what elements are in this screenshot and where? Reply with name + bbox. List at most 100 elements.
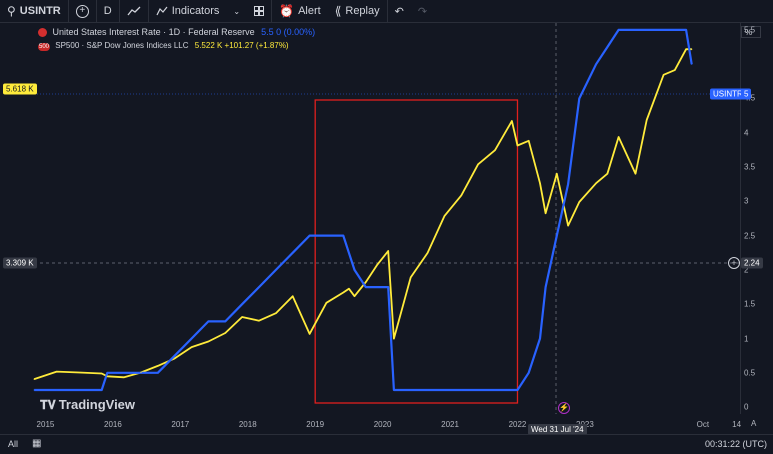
range-all-button[interactable]: All xyxy=(8,439,19,449)
usintr-data-point xyxy=(556,235,558,237)
highlight-rectangle[interactable] xyxy=(314,99,519,404)
tradingview-logo: 𝐓𝐕 TradingView xyxy=(40,397,135,413)
usintr-data-point xyxy=(674,29,676,31)
usintr-data-point xyxy=(56,389,58,391)
usintr-data-point xyxy=(365,286,367,288)
sp500-data-point xyxy=(292,295,294,297)
usintr-value-pill: 5 xyxy=(741,88,752,100)
usintr-data-point xyxy=(106,372,108,374)
sp500-values: 5.522 K +101.27 (+1.87%) xyxy=(194,41,289,50)
chart-type-button[interactable] xyxy=(120,0,149,22)
sp500-data-point xyxy=(516,144,519,147)
right-axis-tick: 3.5 xyxy=(744,162,756,172)
main-series-legend[interactable]: United States Interest Rate · 1D · Feder… xyxy=(38,27,316,38)
sp500-price-pill: 5.618 K xyxy=(3,83,37,95)
usintr-data-point xyxy=(646,29,648,31)
replay-button[interactable]: ⟪ Replay xyxy=(328,0,388,22)
add-alert-icon[interactable]: + xyxy=(728,257,740,269)
usintr-data-point xyxy=(123,372,125,374)
clock-label[interactable]: 00:31:22 (UTC) xyxy=(704,439,767,449)
date-range-icon[interactable]: ▦ xyxy=(32,438,42,449)
sp500-data-point xyxy=(477,163,479,165)
right-axis-tick: 2.5 xyxy=(744,231,756,241)
tv-logo-icon: 𝐓𝐕 xyxy=(40,398,56,412)
symbol-search[interactable]: ⚲ USINTR xyxy=(0,0,69,22)
time-axis-tick: 2020 xyxy=(373,420,392,429)
replay-label: Replay xyxy=(345,5,380,17)
price-chart[interactable] xyxy=(0,23,740,414)
usintr-data-point xyxy=(460,389,462,391)
sp500-data-point xyxy=(528,140,530,142)
usintr-data-point xyxy=(393,389,395,391)
interval-label: D xyxy=(103,5,112,17)
right-axis-tick: 5.5 xyxy=(744,25,756,35)
indicators-button[interactable]: Indicators xyxy=(149,0,227,22)
sp500-data-point xyxy=(56,371,58,373)
main-series-values: 5.5 0 (0.00%) xyxy=(261,27,316,37)
sp500-data-point xyxy=(691,48,693,50)
sp500-data-point xyxy=(387,250,389,252)
right-axis-tick: 2 xyxy=(744,265,749,275)
sp500-data-point xyxy=(578,201,580,203)
sp500-legend[interactable]: 500 SP500 · S&P Dow Jones Indices LLC 5.… xyxy=(38,41,289,51)
lightning-icon[interactable]: ⚡ xyxy=(558,402,570,414)
alarm-clock-icon: ⏰ xyxy=(279,4,295,18)
plus-circle-icon: + xyxy=(75,4,89,18)
sp500-data-point xyxy=(595,182,597,184)
sp500-data-point xyxy=(258,320,260,322)
time-axis-tick: 2017 xyxy=(171,420,190,429)
sp500-data-point xyxy=(325,302,328,304)
sp500-data-point xyxy=(106,375,108,377)
redo-button[interactable]: ↷ xyxy=(411,0,434,22)
usintr-data-point xyxy=(443,389,446,391)
usintr-data-point xyxy=(426,389,429,391)
alert-button[interactable]: ⏰ Alert xyxy=(272,0,328,22)
usintr-data-point xyxy=(78,389,80,391)
sp500-data-point xyxy=(376,264,378,266)
sp500-data-point xyxy=(494,149,496,151)
indicators-dropdown[interactable]: ⌄ xyxy=(226,0,247,22)
usintr-data-point xyxy=(157,372,159,374)
right-axis-tick: 1.5 xyxy=(744,299,756,309)
usintr-data-point xyxy=(606,46,608,48)
alert-label: Alert xyxy=(298,5,321,17)
right-axis-unit-button[interactable]: % xyxy=(741,26,761,38)
right-crosshair-pill: 2.24 xyxy=(741,257,763,269)
templates-button[interactable] xyxy=(247,0,273,22)
interval-button[interactable]: D xyxy=(97,0,120,22)
right-price-axis[interactable] xyxy=(740,23,773,414)
usintr-data-point xyxy=(224,320,226,322)
compare-symbol-button[interactable]: + xyxy=(69,0,97,22)
usintr-data-point xyxy=(634,29,637,31)
time-axis-tick: Oct xyxy=(696,420,710,429)
usintr-data-point xyxy=(477,389,479,391)
usintr-data-point xyxy=(275,269,277,271)
sp500-title: SP500 · S&P Dow Jones Indices LLC xyxy=(55,41,189,50)
sp500-data-point xyxy=(157,365,159,367)
time-axis-tick: 2018 xyxy=(238,420,257,429)
usintr-data-point xyxy=(544,286,547,288)
usintr-data-point xyxy=(101,389,103,391)
sp500-data-point xyxy=(140,371,142,374)
sp500-data-point xyxy=(460,194,462,197)
sp500-data-point xyxy=(606,173,608,175)
right-axis-tick: 3 xyxy=(744,196,749,206)
rewind-icon: ⟪ xyxy=(334,4,342,18)
right-axis-tick: 0 xyxy=(744,402,749,412)
sp500-data-point xyxy=(33,378,35,380)
usintr-data-point xyxy=(595,63,597,65)
right-axis-tick: 0.5 xyxy=(744,368,756,378)
usintr-data-point xyxy=(33,389,35,391)
undo-button[interactable]: ↶ xyxy=(388,0,411,22)
usintr-data-point xyxy=(528,372,530,374)
us-flag-icon xyxy=(38,28,47,38)
sp500-data-point xyxy=(426,252,429,254)
usintr-data-point xyxy=(325,235,328,237)
search-icon: ⚲ xyxy=(7,4,16,18)
auto-scale-button[interactable]: A xyxy=(751,419,757,428)
sp500-data-point xyxy=(410,276,412,278)
usintr-data-point xyxy=(511,389,513,391)
undo-icon: ↶ xyxy=(394,5,404,18)
sp500-data-point xyxy=(544,212,547,214)
left-crosshair-pill: 3.309 K xyxy=(3,257,37,269)
